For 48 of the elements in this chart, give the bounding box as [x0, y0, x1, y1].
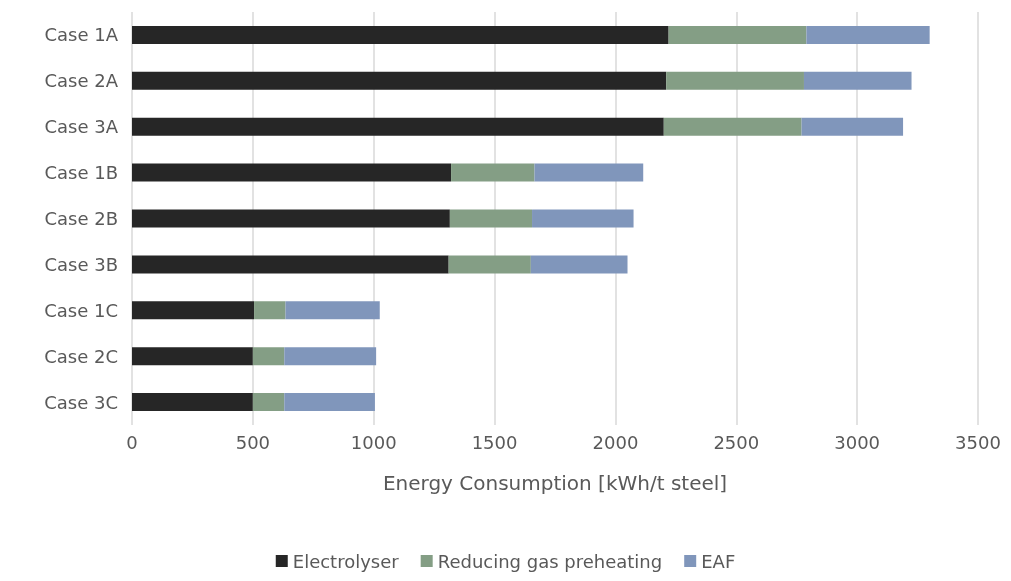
bar: [803, 71, 912, 90]
bar: [132, 71, 667, 90]
bar: [449, 209, 533, 228]
bar: [132, 347, 253, 366]
x-tick-label: 3000: [834, 431, 881, 453]
y-tick-label: Case 3C: [44, 391, 118, 413]
legend-label: EAF: [701, 550, 736, 572]
bar: [668, 25, 807, 44]
bar: [534, 163, 644, 182]
x-axis-title: Energy Consumption [kWh/t steel]: [382, 471, 728, 495]
bar: [132, 117, 664, 136]
x-tick-label: 1000: [350, 431, 397, 453]
x-tick-label: 0: [126, 431, 138, 453]
y-tick-label: Case 1A: [44, 24, 119, 46]
bar: [132, 25, 669, 44]
y-tick-label: Case 1B: [44, 162, 118, 184]
legend-label: Reducing gas preheating: [437, 550, 663, 572]
bar: [285, 301, 380, 320]
x-tick-label: 1500: [471, 431, 518, 453]
bar: [132, 301, 255, 320]
bar: [532, 209, 634, 228]
bar: [252, 393, 285, 412]
y-tick-label: Case 2C: [44, 345, 118, 367]
bar: [451, 163, 535, 182]
bar: [254, 301, 286, 320]
y-tick-label: Case 1C: [44, 299, 118, 321]
x-tick-label: 3500: [955, 431, 1001, 453]
bar: [666, 71, 804, 90]
y-tick-label: Case 2B: [44, 208, 118, 229]
bar: [663, 117, 802, 136]
bar: [132, 255, 449, 274]
x-tick-label: 2000: [592, 431, 639, 453]
bar: [448, 255, 531, 274]
x-tick-label: 2500: [713, 431, 760, 453]
bar: [132, 163, 452, 182]
bar: [801, 117, 904, 136]
bar: [284, 393, 375, 412]
bar: [132, 209, 450, 228]
y-tick-label: Case 3B: [44, 253, 118, 275]
x-tick-label: 500: [235, 431, 271, 453]
bar: [530, 255, 628, 274]
bar: [284, 347, 377, 366]
y-tick-label: Case 3A: [44, 116, 119, 138]
legend-label: Electrolyser: [292, 550, 400, 572]
bar: [806, 25, 930, 44]
y-tick-label: Case 2A: [44, 70, 119, 92]
bar: [132, 393, 253, 412]
bar: [252, 347, 285, 366]
